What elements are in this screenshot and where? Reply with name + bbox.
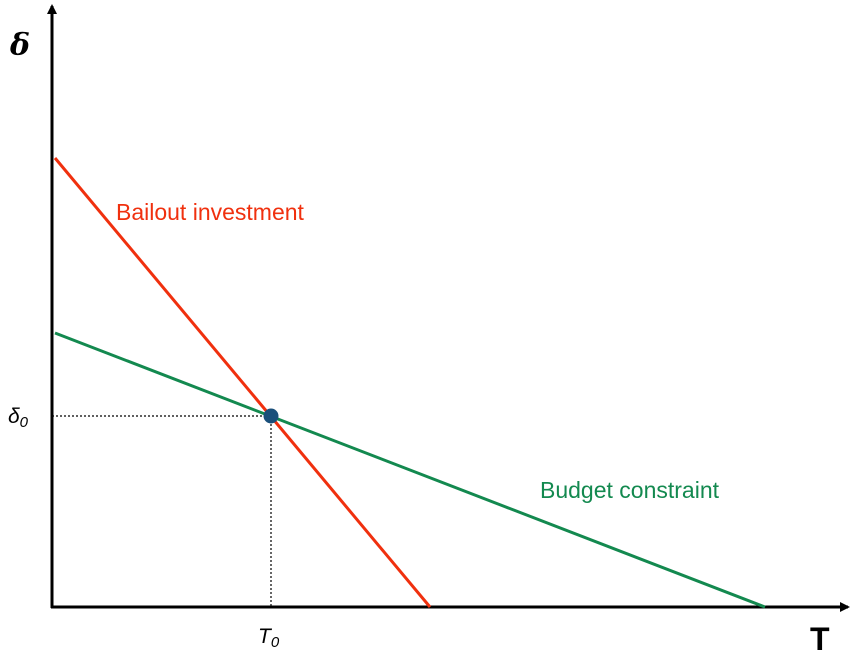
equilibrium-point	[263, 408, 279, 424]
t0-label: T0	[258, 625, 280, 651]
x-axis-label: T	[810, 621, 830, 657]
budget-label: Budget constraint	[540, 477, 720, 503]
bailout-line	[53, 157, 432, 608]
delta0-label: δ0	[8, 405, 29, 431]
label-base: δ	[8, 405, 20, 428]
bailout-label: Bailout investment	[116, 199, 305, 225]
label-sub: 0	[271, 634, 280, 651]
label-base: T	[258, 625, 273, 648]
budget-line	[54, 331, 766, 609]
label-sub: 0	[20, 414, 29, 431]
y-axis-label: δ	[9, 28, 30, 63]
